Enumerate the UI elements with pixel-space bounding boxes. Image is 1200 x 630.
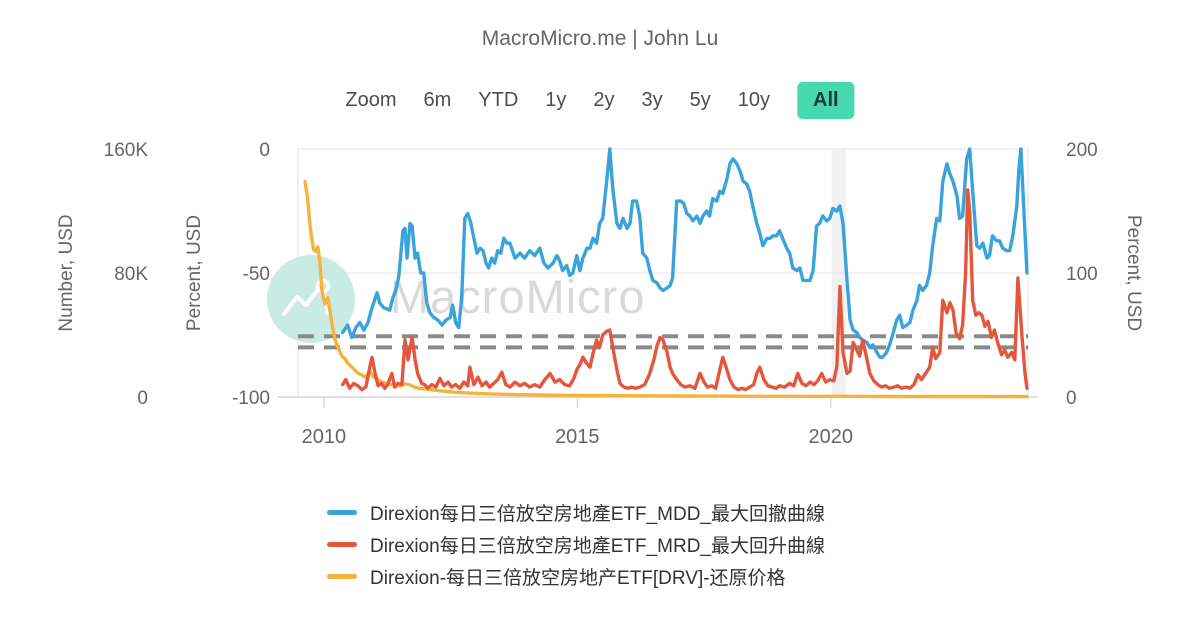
percent-left-axis-title: Percent, USD	[184, 215, 205, 331]
number-axis-tick-label-80K: 80K	[114, 264, 148, 285]
percent-right-axis-tick-label-200: 200	[1066, 140, 1098, 161]
x-tick-label-2010: 2010	[302, 426, 347, 448]
x-tick-label-2015: 2015	[555, 426, 600, 448]
range-button-10y[interactable]: 10y	[737, 88, 771, 111]
range-button-1y[interactable]: 1y	[545, 88, 567, 111]
legend-label: Direxion每日三倍放空房地產ETF_MDD_最大回撤曲線	[370, 503, 825, 525]
mdd-line[interactable]	[340, 147, 1029, 359]
range-button-5y[interactable]: 5y	[689, 88, 711, 111]
percent-right-axis-tick-label-100: 100	[1066, 264, 1098, 285]
number-axis-title: Number, USD	[56, 214, 77, 331]
legend-item-0[interactable]: Direxion每日三倍放空房地產ETF_MDD_最大回撤曲線	[327, 496, 825, 528]
legend-swatch-icon	[327, 541, 357, 547]
range-button-2y[interactable]: 2y	[593, 88, 615, 111]
watermark-text: MacroMicro	[390, 270, 645, 323]
range-button-all[interactable]: All	[797, 81, 855, 119]
number-axis-tick-label-0: 0	[137, 388, 148, 409]
percent-left-axis-tick-label--100: -100	[232, 388, 270, 409]
legend-label: Direxion-每日三倍放空房地产ETF[DRV]-还原价格	[370, 567, 786, 589]
chart-legend: Direxion每日三倍放空房地產ETF_MDD_最大回撤曲線 Direxion每…	[327, 496, 825, 592]
legend-item-2[interactable]: Direxion-每日三倍放空房地产ETF[DRV]-还原价格	[327, 560, 825, 592]
x-tick-label-2020: 2020	[809, 426, 854, 448]
range-button-3y[interactable]: 3y	[641, 88, 663, 111]
percent-left-axis-tick-label--50: -50	[243, 264, 270, 285]
legend-swatch-icon	[327, 573, 357, 579]
mrd-line[interactable]	[340, 188, 1029, 392]
legend-swatch-icon	[327, 509, 357, 515]
percent-right-axis-tick-label-0: 0	[1066, 388, 1077, 409]
range-selector: Zoom 6m YTD 1y 2y 3y 5y 10y All	[345, 80, 855, 120]
page-title: MacroMicro.me | John Lu	[481, 27, 719, 50]
legend-item-1[interactable]: Direxion每日三倍放空房地產ETF_MRD_最大回升曲線	[327, 528, 825, 560]
percent-right-axis-title: Percent, USD	[1123, 215, 1144, 331]
price-line[interactable]	[303, 179, 1029, 399]
number-axis-tick-label-160K: 160K	[104, 140, 149, 161]
range-label-zoom: Zoom	[345, 88, 397, 111]
range-button-6m[interactable]: 6m	[423, 88, 452, 111]
range-button-ytd[interactable]: YTD	[478, 88, 519, 111]
legend-label: Direxion每日三倍放空房地產ETF_MRD_最大回升曲線	[370, 535, 825, 557]
percent-left-axis-tick-label-0: 0	[259, 140, 270, 161]
